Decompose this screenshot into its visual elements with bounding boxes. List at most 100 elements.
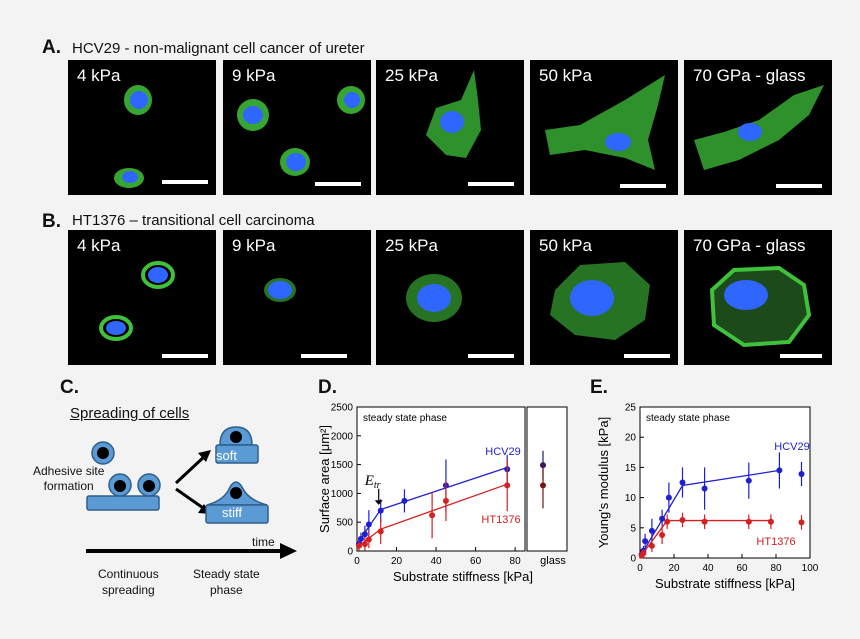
arrowhead <box>198 450 211 462</box>
data-point-ht1376 <box>767 518 774 525</box>
steady-line-1: Steady state <box>193 567 260 581</box>
data-point-ht1376 <box>361 541 368 548</box>
data-point-hcv29 <box>776 467 783 474</box>
y-tick-label: 10 <box>625 493 637 504</box>
etr-arrowhead <box>374 500 383 505</box>
x-tick-label: 60 <box>736 563 748 574</box>
x-tick-label: 0 <box>354 556 360 567</box>
x-tick-label: 40 <box>702 563 714 574</box>
series-label-hcv29: HCV29 <box>485 446 520 458</box>
series-label-hcv29: HCV29 <box>774 441 809 453</box>
cell-image <box>406 274 462 322</box>
scale-bar <box>468 182 514 186</box>
data-point-ht1376 <box>429 512 436 519</box>
cell-image <box>264 278 296 302</box>
glass-frame <box>526 406 568 552</box>
y-axis-label: Young's modulus [kPa] <box>596 417 611 548</box>
data-point-ht1376 <box>442 497 449 504</box>
tile-label: 9 kPa <box>232 66 276 85</box>
panel-c-letter: C. <box>60 377 79 398</box>
panel-a-title: HCV29 - non-malignant cell cancer of ure… <box>72 40 365 57</box>
y-tick-label: 500 <box>336 518 353 529</box>
x-axis-label: Substrate stiffness [kPa] <box>393 569 533 584</box>
cell-image <box>709 265 812 348</box>
cell-image <box>114 85 152 188</box>
x-tick-label: 0 <box>637 563 643 574</box>
etr-label: Etr <box>364 473 381 491</box>
adhesive-line-2: formation <box>43 479 94 493</box>
soft-label: soft <box>216 448 237 463</box>
data-point-hcv29 <box>701 485 708 492</box>
x-tick-label: 20 <box>391 556 403 567</box>
panel-e-letter: E. <box>590 377 608 398</box>
x-tick-label: 20 <box>668 563 680 574</box>
tile-label: 4 kPa <box>77 236 121 255</box>
micrograph-a-50kpa: 50 kPa <box>530 60 678 195</box>
continuous-label: Continuous spreading <box>98 566 159 598</box>
adhesive-line-1: Adhesive site <box>33 464 105 478</box>
scale-bar <box>162 354 208 358</box>
data-point-ht1376 <box>745 518 752 525</box>
data-point-ht1376 <box>640 550 647 557</box>
y-tick-label: 15 <box>625 463 637 474</box>
x-tick-label: 100 <box>802 563 819 574</box>
scale-bar <box>624 354 670 358</box>
data-point-ht1376 <box>679 516 686 523</box>
cell-image <box>99 261 175 341</box>
micrograph-b-25kpa: 25 kPa <box>376 230 524 365</box>
stiff-substrate <box>205 504 269 524</box>
data-point-ht1376 <box>355 542 362 549</box>
data-point-ht1376 <box>648 542 655 549</box>
annotation-text: steady state phase <box>363 413 447 424</box>
x-tick-label: 60 <box>470 556 482 567</box>
stiff-label: stiff <box>222 505 242 520</box>
cell-nucleus <box>143 480 155 492</box>
x-axis-label: Substrate stiffness [kPa] <box>655 576 795 591</box>
cell-nucleus <box>230 431 242 443</box>
surface-area-chart: 0 20 40 60 80 0 500 1000 1500 2000 2500 Substrate s… <box>317 403 568 584</box>
micrograph-b-9kpa: 9 kPa <box>223 230 371 365</box>
substrate <box>86 495 160 511</box>
series-label-ht1376: HT1376 <box>756 536 795 548</box>
y-tick-label: 5 <box>630 523 636 534</box>
data-point-hcv29 <box>648 527 655 534</box>
time-label: time <box>252 535 275 549</box>
y-tick-label: 25 <box>625 403 637 414</box>
data-point-hcv29 <box>377 507 384 514</box>
annotation-text: steady state phase <box>646 413 730 424</box>
steady-line-2: phase <box>210 583 243 597</box>
data-point-ht1376 <box>659 532 666 539</box>
panel-d-letter: D. <box>318 377 337 398</box>
tile-label: 9 kPa <box>232 236 276 255</box>
micrograph-a-4kpa: 4 kPa <box>68 60 216 195</box>
x-tick-label: 40 <box>430 556 442 567</box>
panel-b-letter: B. <box>42 211 61 232</box>
data-point-hcv29 <box>357 535 364 542</box>
cell-nucleus <box>97 447 109 459</box>
soft-substrate <box>215 444 259 464</box>
scale-bar <box>301 354 347 358</box>
scale-bar <box>468 354 514 358</box>
cell-image <box>426 70 481 158</box>
data-point-hcv29 <box>365 521 372 528</box>
data-point-ht1376 <box>664 518 671 525</box>
scale-bar <box>315 182 361 186</box>
y-tick-label: 1000 <box>331 489 354 500</box>
y-axis-label: Surface area [μm²] <box>317 425 332 533</box>
spreading-schematic <box>86 426 269 524</box>
data-point-ht1376 <box>504 482 511 489</box>
panel-b-title: HT1376 – transitional cell carcinoma <box>72 212 315 229</box>
tile-label: 50 kPa <box>539 66 592 85</box>
micrograph-b-4kpa: 4 kPa <box>68 230 216 365</box>
data-point-hcv29 <box>798 471 805 478</box>
data-point-hcv29 <box>401 497 408 504</box>
data-point-ht1376 <box>365 536 372 543</box>
tile-label: 4 kPa <box>77 66 121 85</box>
y-tick-label: 1500 <box>331 460 354 471</box>
scale-bar <box>162 180 208 184</box>
cell-nucleus <box>230 487 242 499</box>
tile-label: 70 GPa - glass <box>693 66 806 85</box>
arrow-to-soft <box>174 453 208 485</box>
cell-nucleus <box>114 480 126 492</box>
tile-label: 25 kPa <box>385 236 438 255</box>
